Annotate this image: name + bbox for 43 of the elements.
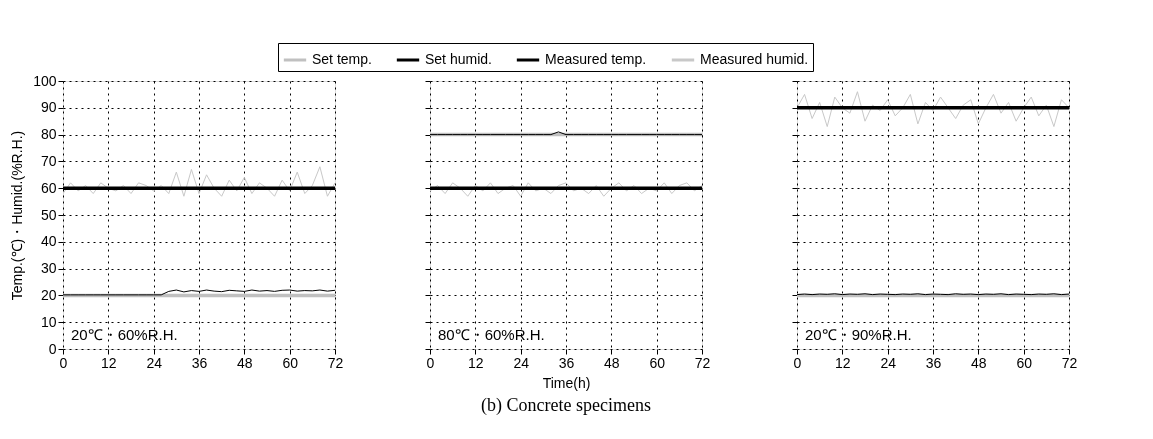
x-tick-label: 48 xyxy=(971,354,987,371)
annotation: 20℃・60%R.H. xyxy=(71,326,178,343)
line-series xyxy=(63,166,335,197)
annotation: 80℃・60%R.H. xyxy=(438,326,545,343)
legend-label: Set humid. xyxy=(425,51,492,67)
y-tick-label: 10 xyxy=(40,313,57,330)
y-tick-label: 60 xyxy=(40,179,57,196)
y-tick-label: 80 xyxy=(40,126,57,143)
x-tick-label: 12 xyxy=(101,354,117,371)
x-tick-label: 24 xyxy=(513,354,530,371)
x-axis-title: Time(h) xyxy=(542,374,591,391)
x-tick-label: 60 xyxy=(1016,354,1033,371)
y-tick-label: 50 xyxy=(40,206,57,223)
x-tick-label: 60 xyxy=(649,354,666,371)
x-tick-label: 48 xyxy=(237,354,253,371)
x-tick-label: 36 xyxy=(925,354,942,371)
text: (b) Concrete specimens xyxy=(481,395,651,416)
x-tick-label: 12 xyxy=(468,354,484,371)
y-tick-label: 0 xyxy=(48,340,57,357)
x-tick-label: 0 xyxy=(793,354,802,371)
legend-label: Set temp. xyxy=(312,51,372,67)
y-tick-label: 30 xyxy=(40,260,57,277)
x-tick-label: 24 xyxy=(880,354,897,371)
legend-label: Measured humid. xyxy=(700,51,809,67)
annotation: 20℃・90%R.H. xyxy=(805,326,912,343)
y-tick-label: 20 xyxy=(40,286,57,303)
x-tick-label: 72 xyxy=(327,354,344,371)
x-tick-label: 36 xyxy=(191,354,208,371)
legend-label: Measured temp. xyxy=(545,51,647,67)
x-tick-label: 60 xyxy=(282,354,299,371)
x-tick-label: 48 xyxy=(604,354,620,371)
y-axis-title: Temp.(℃)・Humid.(%R.H.) xyxy=(9,130,26,301)
x-tick-label: 24 xyxy=(146,354,163,371)
x-tick-label: 12 xyxy=(835,354,851,371)
x-tick-label: 72 xyxy=(1061,354,1078,371)
x-tick-label: 72 xyxy=(694,354,711,371)
x-tick-label: 0 xyxy=(59,354,68,371)
y-tick-label: 70 xyxy=(40,152,57,169)
x-tick-label: 36 xyxy=(558,354,575,371)
y-tick-label: 40 xyxy=(40,233,57,250)
y-tick-label: 90 xyxy=(40,99,57,116)
x-tick-label: 0 xyxy=(426,354,435,371)
y-tick-label: 100 xyxy=(33,72,57,89)
